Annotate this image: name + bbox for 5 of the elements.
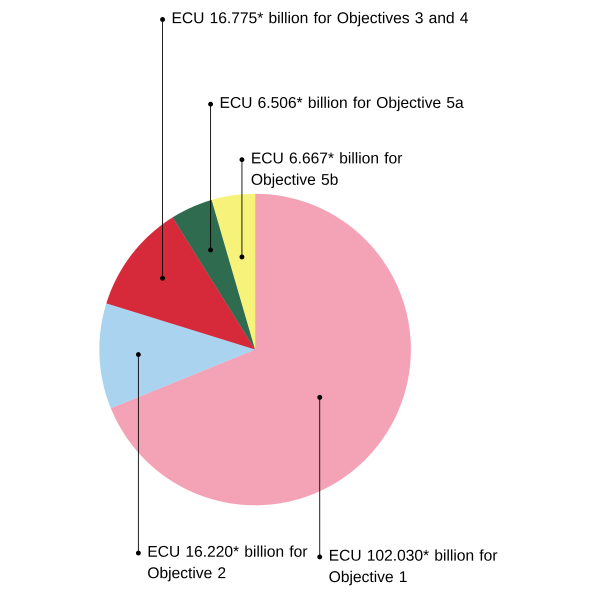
- data-label: ECU 16.220* billion for Objective 2: [148, 545, 308, 582]
- data-label: ECU 102.030* billion for Objective 1: [329, 549, 498, 586]
- data-label: ECU 6.667* billion for Objective 5b: [252, 152, 402, 188]
- data-label: ECU 16.775* billion for Objectives 3 and 4: [172, 12, 468, 26]
- data-label: ECU 6.506* billion for Objective 5a: [220, 96, 464, 112]
